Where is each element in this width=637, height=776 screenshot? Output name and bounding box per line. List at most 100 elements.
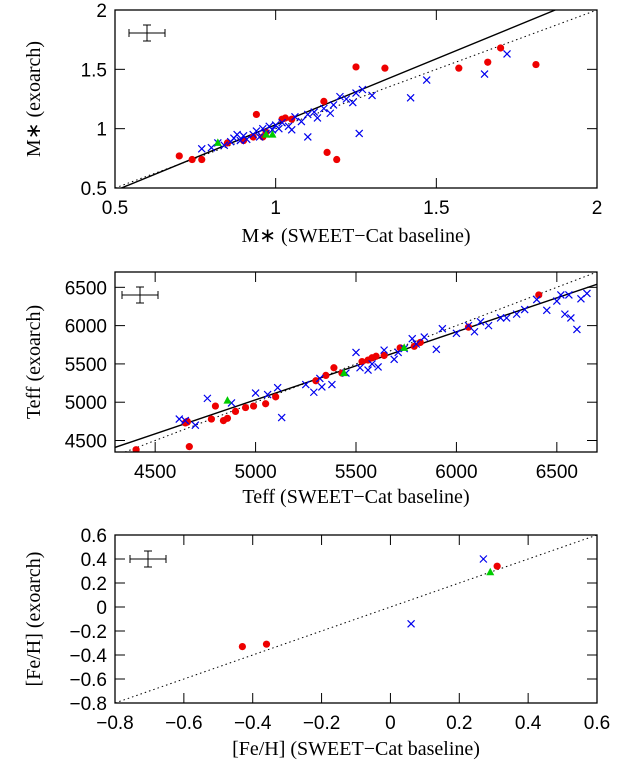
point — [252, 110, 260, 119]
point — [263, 390, 272, 399]
y-tick-label: 0.2 — [81, 574, 107, 595]
point — [412, 340, 421, 348]
point — [322, 371, 330, 380]
point — [231, 407, 240, 416]
point — [416, 338, 424, 347]
point — [313, 114, 322, 122]
point — [520, 305, 529, 314]
point — [486, 567, 495, 576]
point — [185, 443, 193, 451]
point — [381, 64, 389, 72]
point — [372, 352, 380, 360]
point — [583, 289, 591, 298]
x-tick-label: 5500 — [335, 462, 377, 483]
y-tick-label: −0.8 — [69, 694, 107, 715]
y-tick-label: 1.5 — [81, 60, 107, 81]
x-tick-label: 2 — [592, 198, 603, 219]
point — [356, 363, 364, 372]
point — [352, 63, 360, 71]
point — [380, 351, 388, 360]
point — [272, 393, 280, 401]
point — [291, 112, 299, 121]
x-tick-label: 0.6 — [584, 713, 610, 734]
point — [188, 155, 196, 164]
y-tick-label: 2 — [96, 1, 107, 22]
point — [309, 388, 318, 397]
point — [566, 314, 575, 322]
point — [277, 413, 286, 422]
x-tick-label: 1.5 — [423, 198, 449, 219]
point — [535, 291, 543, 299]
point — [274, 124, 283, 133]
point — [407, 619, 416, 628]
x-tick-label: −0.4 — [234, 713, 272, 734]
point — [484, 321, 493, 330]
point — [503, 49, 511, 58]
plot-area — [115, 535, 597, 703]
point — [394, 348, 403, 357]
point — [452, 329, 461, 338]
plot-frame — [114, 534, 598, 704]
point — [470, 327, 479, 336]
point — [552, 297, 561, 306]
point — [542, 306, 551, 315]
point — [297, 117, 306, 126]
plot-frame — [114, 9, 598, 189]
point — [532, 295, 541, 304]
point — [252, 127, 261, 135]
x-tick-label: 6000 — [435, 462, 477, 483]
point — [223, 414, 232, 422]
x-tick-label: 1 — [270, 198, 281, 219]
error-bar-icon — [129, 550, 167, 568]
point — [197, 144, 206, 153]
point — [464, 321, 473, 330]
point — [262, 640, 271, 648]
fit-line — [115, 283, 597, 449]
point — [175, 415, 184, 423]
point — [181, 416, 190, 425]
point — [355, 129, 364, 138]
point — [352, 89, 360, 97]
point — [207, 143, 216, 152]
point — [480, 70, 489, 79]
point — [496, 314, 505, 322]
point — [317, 382, 326, 391]
point — [368, 359, 376, 368]
point — [233, 130, 242, 139]
x-tick-label: 5000 — [234, 462, 276, 483]
point — [352, 348, 360, 357]
point — [220, 141, 229, 150]
point — [556, 291, 565, 299]
point — [333, 155, 341, 164]
point — [203, 394, 212, 403]
y-tick-label: 6500 — [65, 278, 107, 299]
point — [497, 44, 505, 52]
point — [303, 110, 312, 119]
point — [249, 402, 258, 410]
y-tick-label: 4500 — [65, 432, 107, 453]
point — [502, 314, 511, 322]
point — [422, 76, 431, 84]
point — [191, 421, 200, 430]
point — [432, 345, 441, 354]
point — [364, 366, 372, 374]
point — [368, 91, 376, 100]
point — [262, 130, 271, 138]
x-tick-label: −0.6 — [165, 713, 203, 734]
point — [287, 125, 296, 134]
plot-area — [115, 272, 597, 452]
y-tick-label: 6000 — [65, 317, 107, 338]
point — [339, 368, 348, 377]
point — [512, 310, 521, 319]
y-tick-label: 0.5 — [81, 179, 107, 200]
point — [198, 155, 206, 164]
point — [207, 415, 215, 423]
y-tick-label: 5500 — [65, 355, 107, 376]
point — [330, 364, 338, 372]
point — [420, 333, 429, 342]
x-axis-label: [Fe/H] (SWEET−Cat baseline) — [232, 738, 480, 760]
y-tick-label: 1 — [96, 120, 107, 141]
point — [493, 562, 501, 570]
point — [532, 60, 540, 69]
